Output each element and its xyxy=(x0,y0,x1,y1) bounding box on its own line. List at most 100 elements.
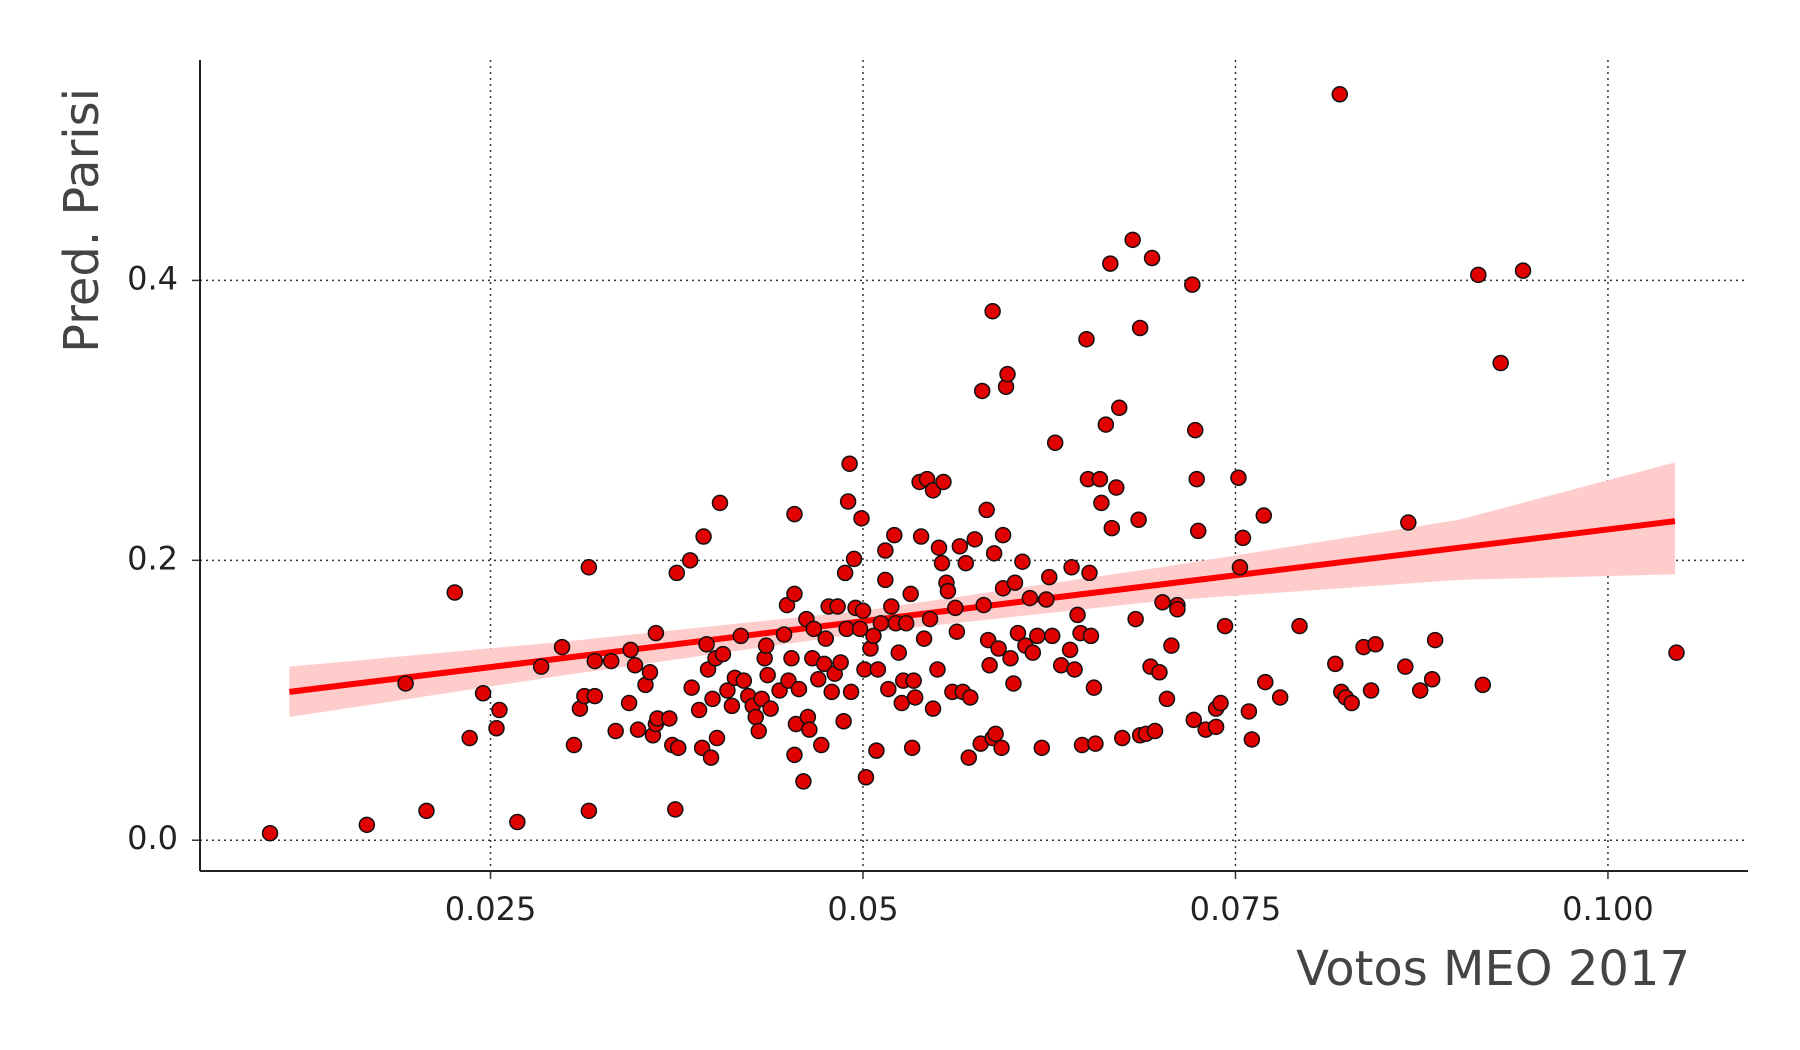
point xyxy=(1009,624,1027,642)
point xyxy=(586,652,604,670)
point xyxy=(1188,470,1205,488)
point xyxy=(810,671,827,688)
point xyxy=(762,700,779,717)
point xyxy=(1091,470,1109,488)
point xyxy=(872,615,890,632)
point xyxy=(461,729,478,747)
point xyxy=(1124,231,1141,249)
point xyxy=(580,802,598,820)
point xyxy=(1130,511,1147,528)
point xyxy=(981,657,998,674)
point xyxy=(1087,735,1104,752)
point xyxy=(906,689,924,706)
point xyxy=(823,683,840,701)
point xyxy=(795,773,812,790)
point xyxy=(580,559,598,576)
point xyxy=(778,596,796,614)
point xyxy=(446,584,464,601)
point xyxy=(553,638,571,656)
point xyxy=(1029,627,1046,645)
point xyxy=(948,623,966,640)
point xyxy=(975,596,992,614)
point xyxy=(1331,86,1349,103)
point xyxy=(990,640,1007,657)
point xyxy=(915,630,933,647)
point xyxy=(586,687,604,705)
point xyxy=(661,710,678,727)
point xyxy=(853,510,870,527)
point xyxy=(973,382,991,400)
point xyxy=(509,813,526,831)
point xyxy=(805,620,823,638)
point xyxy=(1423,671,1441,688)
point xyxy=(1073,736,1091,754)
point xyxy=(978,501,995,519)
x-tick-label: 0.025 xyxy=(445,890,537,928)
point xyxy=(1061,641,1079,659)
point xyxy=(902,585,919,603)
point xyxy=(1102,255,1119,272)
point xyxy=(397,675,414,692)
x-tick-label: 0.100 xyxy=(1562,890,1654,928)
point xyxy=(877,542,894,559)
point xyxy=(1143,249,1161,267)
point xyxy=(1097,416,1115,433)
point xyxy=(877,571,894,589)
point xyxy=(695,528,712,545)
point xyxy=(851,620,869,638)
point xyxy=(1668,644,1685,661)
point xyxy=(759,666,776,684)
y-tick-label: 0.0 xyxy=(127,819,178,857)
point xyxy=(960,749,978,766)
point xyxy=(620,694,638,712)
point xyxy=(939,582,957,600)
point xyxy=(668,564,686,582)
point xyxy=(622,641,639,659)
point xyxy=(880,680,897,698)
point xyxy=(783,650,800,667)
point xyxy=(832,654,849,671)
point xyxy=(930,539,948,556)
point xyxy=(418,802,435,820)
point xyxy=(1014,553,1031,570)
point xyxy=(924,700,942,717)
point xyxy=(747,708,764,726)
point xyxy=(690,701,708,719)
point xyxy=(890,644,908,661)
point xyxy=(829,598,846,615)
point xyxy=(719,682,736,699)
point xyxy=(1146,722,1164,740)
point xyxy=(1043,627,1061,645)
point xyxy=(1002,650,1019,667)
point xyxy=(1271,689,1289,706)
point xyxy=(708,729,726,747)
point xyxy=(817,630,835,647)
point xyxy=(935,473,952,491)
point xyxy=(1024,644,1042,661)
point xyxy=(1081,564,1098,582)
point xyxy=(854,602,872,619)
point xyxy=(491,701,508,719)
confidence-band xyxy=(289,462,1675,718)
y-tick-label: 0.4 xyxy=(127,259,178,297)
point xyxy=(732,627,750,645)
point xyxy=(488,720,505,737)
point xyxy=(1291,617,1308,635)
point xyxy=(1343,694,1360,712)
point xyxy=(629,721,647,738)
point xyxy=(1158,690,1176,708)
point xyxy=(868,742,885,759)
point xyxy=(1127,610,1144,628)
point xyxy=(845,550,863,568)
point xyxy=(933,554,951,572)
point xyxy=(711,494,729,512)
point xyxy=(1231,559,1249,576)
point xyxy=(474,685,492,702)
point xyxy=(1189,522,1207,540)
point xyxy=(775,626,793,643)
point xyxy=(1426,631,1444,649)
point xyxy=(912,528,930,545)
point xyxy=(670,739,687,757)
point xyxy=(951,538,969,555)
point xyxy=(897,615,915,632)
